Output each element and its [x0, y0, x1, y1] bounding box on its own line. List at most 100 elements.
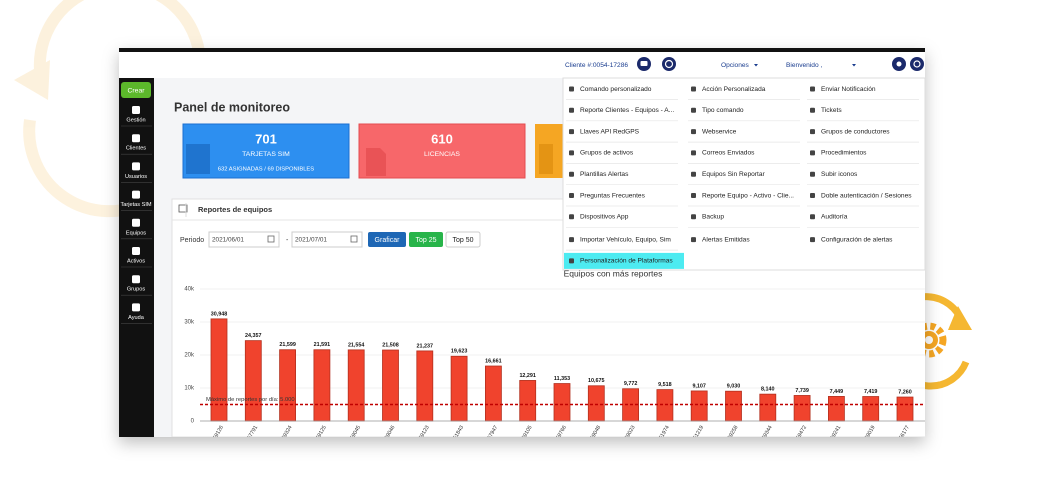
menu-item[interactable]: Reporte Equipo - Activo - Clie...: [702, 192, 794, 199]
bar: [382, 349, 399, 422]
threshold-label: Máximo de reportes por día: 5.000: [206, 397, 295, 403]
value-label: 9,518: [658, 382, 672, 388]
menu-item[interactable]: Backup: [702, 214, 724, 221]
menu-icon: [569, 258, 574, 264]
value-label: 21,237: [417, 343, 434, 349]
bar: [725, 390, 742, 422]
value-label: 12,291: [519, 373, 536, 379]
help-icon[interactable]: [910, 57, 924, 71]
menu-item[interactable]: Tipo comando: [702, 107, 744, 114]
y-tick-label: 10k: [184, 386, 195, 392]
bar: [862, 396, 880, 422]
date-from[interactable]: [208, 231, 280, 248]
bar: [416, 350, 434, 422]
card-icon: [366, 148, 386, 176]
top-bar: [119, 52, 925, 78]
bar: [244, 340, 262, 422]
create-button[interactable]: [121, 82, 151, 98]
y-tick-label: 30k: [184, 320, 195, 326]
card-label: LICENCIAS: [424, 151, 460, 158]
menu-item[interactable]: Auditoría: [821, 214, 848, 221]
date-from-text: 2021/06/01: [212, 237, 244, 244]
value-label: 30,948: [211, 311, 228, 317]
value-label: 19,623: [451, 349, 468, 355]
menu-highlight: [564, 252, 684, 269]
menu-icon: [691, 107, 696, 113]
menu-icon: [569, 86, 574, 92]
y-tick-label: 40k: [184, 287, 195, 293]
menu-icon: [569, 193, 574, 198]
period-label: Periodo: [180, 237, 204, 244]
menu-items: Comando personalizado Reporte Clientes - …: [564, 86, 919, 269]
date-to[interactable]: [291, 231, 363, 248]
value-label: 7,419: [864, 389, 878, 395]
options-menu[interactable]: Opciones: [721, 62, 750, 69]
sidebar-icon[interactable]: [132, 134, 140, 143]
top50-button[interactable]: [445, 231, 481, 248]
sidebar-label: Equipos: [126, 230, 146, 236]
sidebar-icon[interactable]: [132, 303, 140, 312]
sidebar-icon[interactable]: [132, 218, 140, 227]
menu-item[interactable]: Reporte Clientes - Equipos - A...: [580, 107, 674, 114]
card-value: 610: [431, 131, 453, 146]
menu-item[interactable]: Llaves API RedGPS: [580, 128, 640, 135]
menu-icon: [810, 214, 815, 220]
sidebar-icon[interactable]: [132, 162, 140, 171]
menu-icon: [810, 171, 815, 177]
menu-icon: [810, 150, 815, 156]
menu-icon: [691, 214, 696, 220]
bar: [279, 349, 297, 422]
bar: [347, 349, 365, 422]
value-label: 7,260: [898, 389, 912, 395]
value-label: 21,554: [348, 342, 365, 348]
menu-item[interactable]: Procedimientos: [821, 150, 867, 157]
menu-item[interactable]: Alertas Emitidas: [702, 236, 750, 243]
bar: [656, 389, 674, 422]
value-label: 9,772: [624, 381, 638, 387]
menu-icon: [569, 150, 574, 156]
menu-item[interactable]: Webservice: [702, 128, 737, 135]
menu-item[interactable]: Dispositivos App: [580, 214, 629, 221]
caret: [852, 64, 856, 67]
calendar-icon: [350, 235, 358, 243]
menu-item[interactable]: Configuración de alertas: [821, 236, 893, 243]
top25-button[interactable]: [409, 232, 443, 247]
card-icon: [186, 144, 210, 174]
menu-item[interactable]: Plantillas Alertas: [580, 171, 629, 178]
menu-item[interactable]: Grupos de conductores: [821, 128, 890, 135]
menu-item[interactable]: Enviar Notificación: [821, 86, 876, 93]
menu-item[interactable]: Doble autenticación / Sesiones: [821, 192, 912, 199]
menu-item[interactable]: Correos Enviados: [702, 150, 755, 157]
button-label: Top 50: [452, 237, 473, 244]
globe-icon[interactable]: [662, 57, 676, 71]
graph-button[interactable]: [368, 232, 406, 247]
bell-glyph: [896, 61, 902, 67]
sidebar-icon[interactable]: [132, 275, 140, 284]
sidebar-icon[interactable]: [132, 106, 140, 114]
value-label: 24,357: [245, 333, 262, 339]
menu-item[interactable]: Tickets: [821, 107, 842, 114]
menu-item[interactable]: Equipos Sin Reportar: [702, 171, 765, 178]
menu-icon: [691, 86, 696, 92]
menu-item[interactable]: Preguntas Frecuentes: [580, 192, 646, 199]
bar-chart: Equipos con más reportes 0 10k 20k 30k 40k 30,…: [184, 268, 925, 437]
menu-item[interactable]: Personalización de Plataformas: [580, 258, 673, 265]
menu-icon: [569, 171, 574, 177]
bar: [587, 385, 605, 422]
caret: [754, 64, 758, 67]
bar: [484, 365, 502, 422]
sidebar-icon[interactable]: [132, 247, 140, 255]
value-label: 8,140: [761, 387, 775, 393]
welcome[interactable]: Bienvenido ,: [786, 62, 822, 69]
menu-item[interactable]: Acción Personalizada: [702, 86, 766, 93]
menu-item[interactable]: Importar Vehículo, Equipo, Sim: [580, 236, 671, 243]
sidebar-icon[interactable]: [132, 190, 140, 199]
globe-glyph: [664, 59, 674, 69]
menu-item[interactable]: Subir iconos: [821, 171, 858, 178]
menu-item[interactable]: Comando personalizado: [580, 86, 652, 93]
menu-icon: [691, 150, 696, 156]
menu-item[interactable]: Grupos de activos: [580, 150, 634, 157]
value-label: 7,739: [795, 388, 809, 394]
